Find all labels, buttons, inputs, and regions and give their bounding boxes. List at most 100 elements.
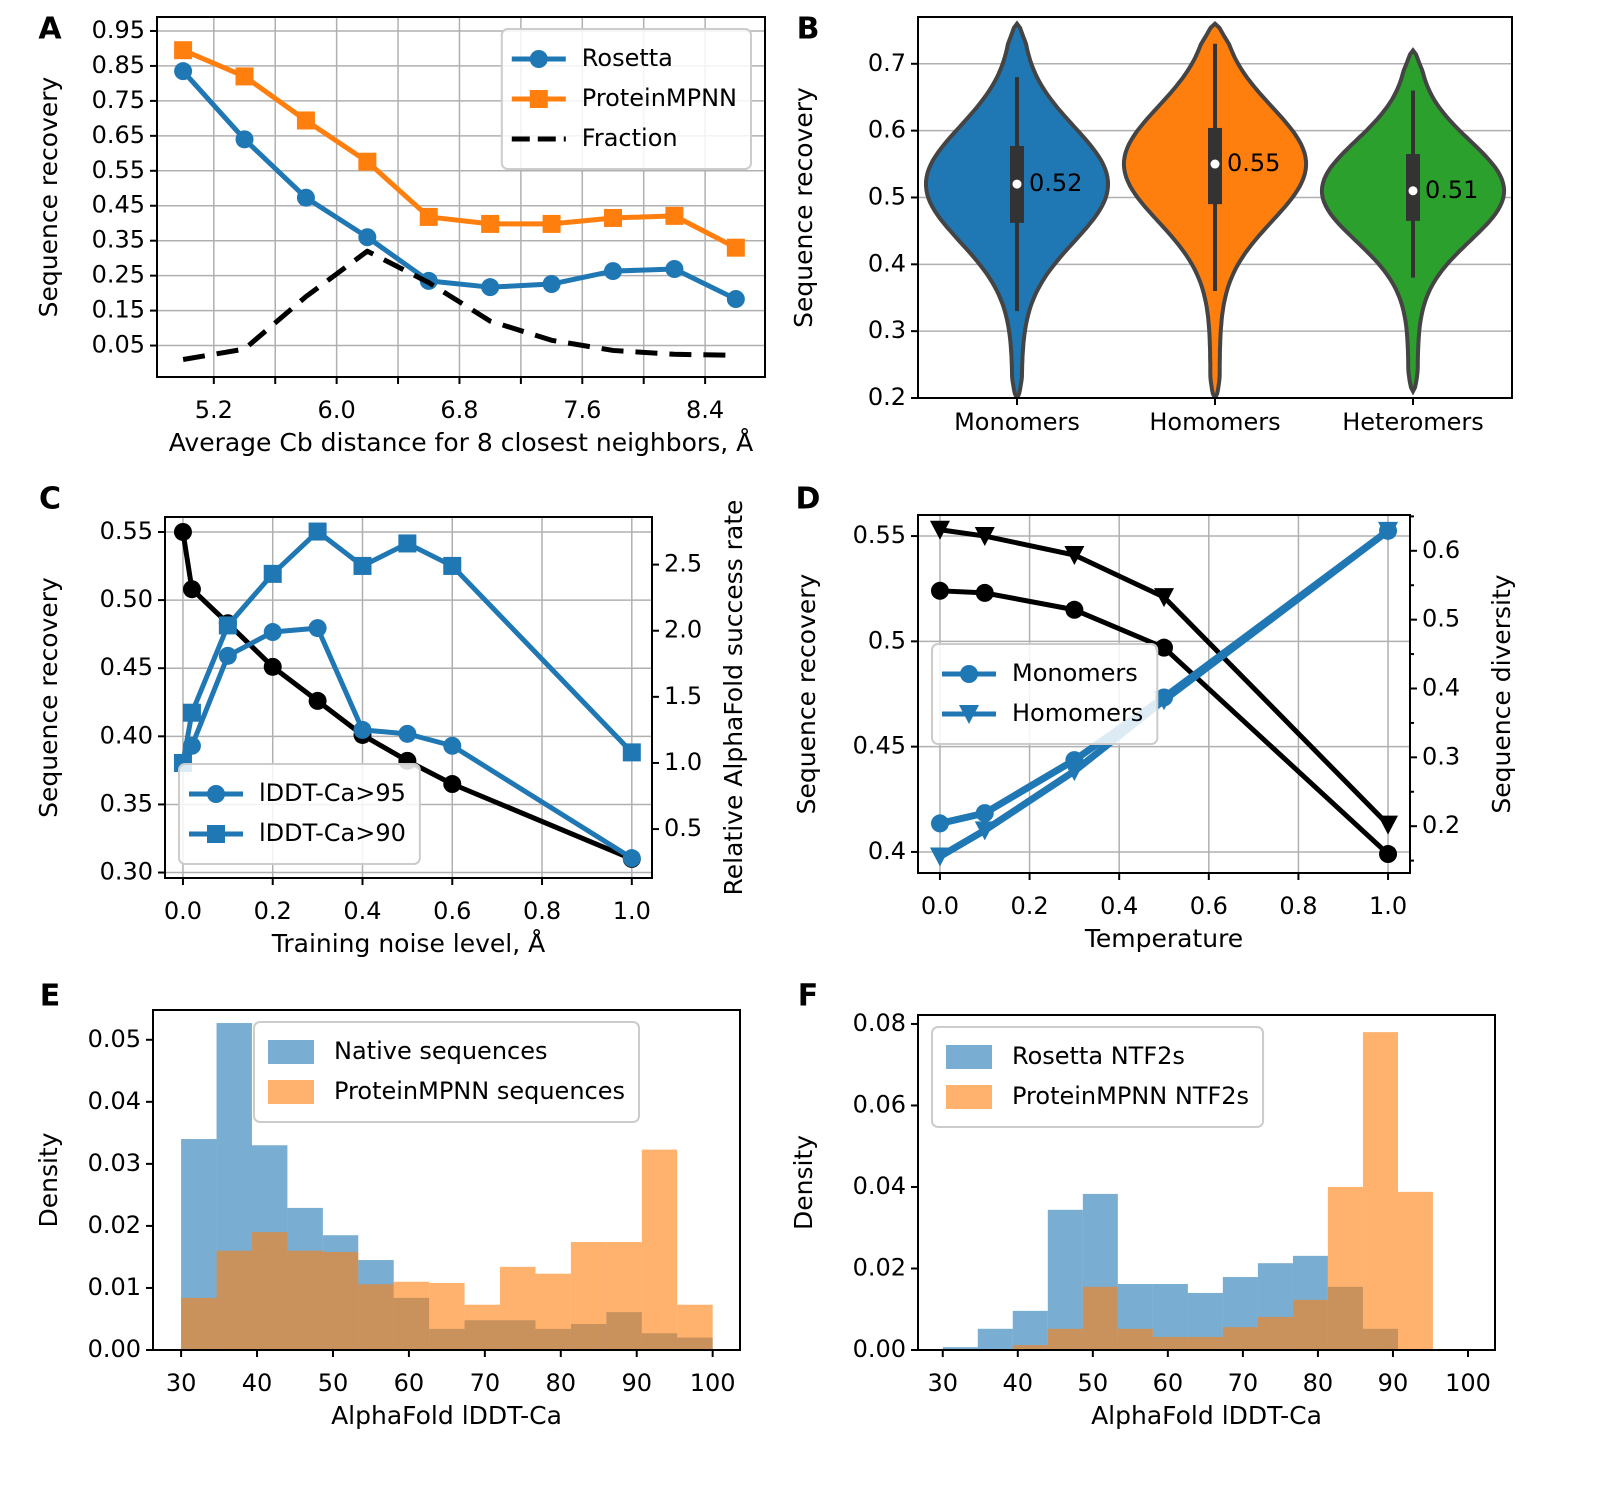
marker (930, 814, 949, 833)
x-tick-label: 0.4 (343, 897, 381, 925)
legend-box (253, 1021, 640, 1123)
x-tick-label: 90 (1378, 1369, 1409, 1397)
y2-tick-label: 0.5 (1422, 605, 1460, 633)
y-tick-label: 0.5 (868, 182, 906, 210)
x-tick-label: 6.0 (318, 396, 356, 424)
x-tick-label: 0.6 (1190, 892, 1228, 920)
violin-median (1408, 186, 1418, 196)
marker (443, 556, 462, 575)
median-label: 0.52 (1029, 169, 1082, 197)
legend-box (500, 28, 752, 170)
marker (930, 581, 949, 600)
marker (481, 278, 500, 297)
x-tick-label: 40 (1003, 1369, 1034, 1397)
y2-tick-label: 2.0 (664, 616, 702, 644)
histogram-bar (500, 1266, 536, 1350)
x-tick-label: 80 (1303, 1369, 1334, 1397)
marker (1065, 600, 1084, 619)
histogram-bar (464, 1304, 501, 1350)
y2-tick-label: 0.5 (664, 814, 702, 842)
y-tick-label: 0.45 (100, 653, 153, 681)
histogram-bar (1047, 1328, 1083, 1350)
x-tick-label: 90 (621, 1369, 652, 1397)
y-tick-label: 0.55 (853, 521, 906, 549)
y-tick-label: 0.4 (868, 837, 906, 865)
legend-swatch (268, 1080, 314, 1104)
histogram-bar (429, 1282, 465, 1350)
x-tick-label: 0.6 (433, 897, 471, 925)
y-tick-label: 0.85 (92, 51, 145, 79)
legend-swatch (946, 1085, 992, 1109)
histogram-bar (1082, 1286, 1118, 1350)
marker (929, 847, 950, 867)
y2-tick-label: 0.6 (1422, 536, 1460, 564)
panel-letter: E (40, 979, 61, 1014)
marker (419, 207, 438, 226)
y-tick-label: 0.06 (853, 1090, 906, 1118)
x-tick-label: 0.0 (921, 892, 959, 920)
marker (960, 665, 978, 683)
y-tick-label: 0.50 (100, 585, 153, 613)
histogram-bar (641, 1149, 678, 1350)
legend: Native sequences ProteinMPNN sequences (253, 1021, 640, 1123)
x-tick-label: 70 (470, 1369, 501, 1397)
y-tick-label: 0.3 (868, 316, 906, 344)
histogram-bar (942, 1347, 978, 1350)
histogram-bar (1187, 1336, 1223, 1350)
marker (235, 130, 254, 149)
plot-frame (156, 16, 766, 378)
marker (665, 260, 684, 278)
legend-box (931, 643, 1159, 745)
marker (665, 206, 684, 225)
marker (726, 290, 745, 309)
x-tick-label: 60 (1153, 1369, 1184, 1397)
marker (443, 775, 462, 794)
marker (218, 646, 237, 665)
marker (353, 556, 372, 575)
marker (481, 214, 500, 233)
marker (174, 62, 193, 81)
histogram-bar (535, 1273, 571, 1350)
legend-label: lDDT-Ca>90 (259, 819, 406, 847)
x-tick-label: 100 (690, 1369, 736, 1397)
y2-tick-label: 1.5 (664, 682, 702, 710)
histogram-bar (1362, 1032, 1398, 1350)
legend-swatch (946, 1045, 992, 1069)
series-line (181, 69, 737, 302)
x-tick-label: 30 (927, 1369, 958, 1397)
y2-tick-label: 0.4 (1422, 673, 1460, 701)
panel-letter: D (796, 482, 821, 517)
marker (308, 691, 327, 710)
marker (542, 275, 561, 294)
y-tick-label: 0.55 (92, 156, 145, 184)
y2-axis-title: Sequence diversity (1487, 574, 1516, 813)
histogram-bar (251, 1232, 288, 1350)
marker (263, 657, 282, 676)
x-tick-label: Monomers (954, 408, 1080, 436)
x-tick-label: 0.8 (1279, 892, 1317, 920)
marker (974, 821, 995, 841)
marker (1064, 546, 1085, 566)
marker (929, 520, 950, 540)
marker (1378, 521, 1399, 541)
x-axis-title: Training noise level, Å (271, 929, 545, 958)
histogram-bar (1222, 1327, 1258, 1350)
y-tick-label: 0.40 (100, 721, 153, 749)
histogram-bar (977, 1328, 1013, 1350)
x-tick-label: 7.6 (563, 396, 601, 424)
marker (529, 50, 548, 68)
plot-frame (917, 514, 1411, 874)
y-tick-label: 0.45 (92, 191, 145, 219)
marker (622, 743, 641, 762)
y-tick-label: 0.02 (88, 1211, 141, 1239)
marker (174, 41, 193, 60)
marker (1154, 691, 1174, 711)
marker (398, 724, 417, 743)
marker (353, 720, 372, 739)
histogram-bar (677, 1304, 713, 1350)
histogram-bar (1257, 1316, 1293, 1350)
y-tick-label: 0.30 (100, 858, 153, 886)
violins (924, 20, 1507, 398)
y-axis-title: Sequence recovery (792, 573, 821, 814)
